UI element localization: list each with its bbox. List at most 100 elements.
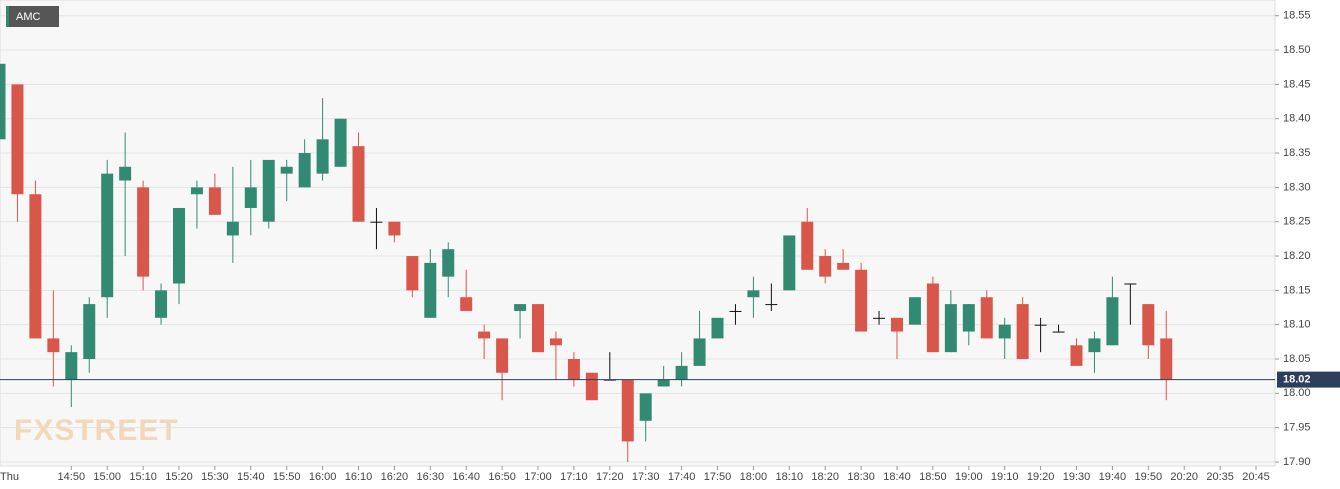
x-tick-label: 18:00 — [740, 471, 768, 483]
y-tick-label: 18.40 — [1283, 113, 1311, 125]
y-tick-label: 18.50 — [1283, 44, 1311, 56]
candle-body — [693, 338, 706, 366]
y-tick-label: 18.10 — [1283, 319, 1311, 331]
candle-body — [280, 166, 293, 174]
candle-body — [155, 290, 168, 318]
candle-body — [352, 146, 365, 222]
candle-body — [442, 249, 455, 277]
candle-body — [639, 393, 652, 421]
candle-body — [101, 173, 114, 298]
candle-body — [819, 256, 832, 277]
candle-body — [908, 297, 921, 325]
candle-body — [711, 317, 724, 339]
candle-body — [119, 166, 132, 181]
x-tick-label: 20:20 — [1170, 471, 1198, 483]
x-tick-label: 16:50 — [488, 471, 516, 483]
x-tick-label: 15:20 — [165, 471, 193, 483]
candle-body — [47, 338, 60, 353]
y-tick-label: 18.45 — [1283, 78, 1311, 90]
x-tick-label: 17:40 — [668, 471, 696, 483]
y-tick-label: 18.55 — [1283, 10, 1311, 22]
y-tick-label: 18.05 — [1283, 353, 1311, 365]
candle-body — [1088, 338, 1101, 353]
candle-body — [334, 118, 347, 167]
candle-body — [585, 372, 598, 401]
candle-body — [873, 317, 886, 319]
candle-body — [567, 359, 580, 380]
candle-body — [675, 365, 688, 380]
legend-swatch — [6, 6, 9, 27]
candle-body — [532, 304, 544, 353]
candle-body — [29, 194, 42, 339]
candle-body — [657, 379, 670, 387]
y-tick-label: 17.95 — [1283, 422, 1311, 434]
y-tick-label: 18.25 — [1283, 216, 1311, 228]
candle-body — [65, 352, 78, 380]
candle-body — [316, 139, 329, 174]
x-tick-label: 17:10 — [560, 471, 588, 483]
candle-body — [226, 221, 239, 236]
x-tick-label: 16:10 — [345, 471, 373, 483]
candle-body — [621, 379, 634, 442]
candle-body — [783, 235, 796, 291]
candle-body — [514, 304, 527, 311]
x-tick-label: 17:50 — [704, 471, 732, 483]
candle-body — [855, 269, 868, 332]
candle-body — [944, 304, 957, 353]
candle-body — [388, 221, 401, 236]
candle-body — [190, 187, 203, 195]
x-tick-label: 17:20 — [596, 471, 624, 483]
x-tick-label: 19:30 — [1063, 471, 1091, 483]
candle-body — [11, 84, 24, 195]
x-tick-label: 19:40 — [1099, 471, 1127, 483]
candle-body — [406, 256, 419, 291]
candle-body — [173, 207, 185, 284]
candle-body — [729, 310, 742, 312]
candle-body — [1016, 304, 1029, 360]
x-tick-label: 20:35 — [1206, 471, 1234, 483]
candle-body — [262, 159, 275, 222]
x-tick-label: 15:10 — [129, 471, 157, 483]
x-tick-label: 18:20 — [811, 471, 839, 483]
candle-body — [1124, 283, 1137, 285]
watermark: FXSTREET — [14, 414, 179, 447]
candle-body — [549, 338, 562, 346]
candle-body — [460, 297, 473, 311]
candle-body — [891, 317, 903, 332]
x-tick-label: Thu — [0, 471, 19, 483]
y-tick-label: 18.00 — [1283, 387, 1311, 399]
candle-body — [424, 262, 437, 318]
x-tick-label: 18:30 — [847, 471, 875, 483]
candle-body — [478, 331, 491, 339]
candle-body — [298, 153, 311, 188]
candle-body — [1160, 338, 1173, 380]
candle-body — [0, 63, 6, 140]
legend-box — [6, 6, 59, 27]
x-tick-label: 16:00 — [309, 471, 337, 483]
candle-body — [837, 262, 850, 270]
x-tick-label: 18:10 — [776, 471, 804, 483]
x-tick-label: 19:00 — [955, 471, 983, 483]
last-price-label: 18.02 — [1283, 374, 1311, 386]
plot-area — [0, 0, 1276, 467]
x-tick-label: 19:20 — [1027, 471, 1055, 483]
y-tick-label: 18.20 — [1283, 250, 1311, 262]
candle-body — [1034, 324, 1047, 326]
candle-body — [137, 187, 150, 277]
x-tick-label: 19:10 — [991, 471, 1019, 483]
candle-body — [83, 304, 96, 360]
x-tick-label: 19:50 — [1135, 471, 1163, 483]
candle-body — [962, 304, 975, 332]
candle-body — [998, 324, 1011, 339]
x-tick-label: 17:00 — [524, 471, 552, 483]
candle-body — [1106, 297, 1119, 346]
candle-body — [980, 297, 993, 339]
y-tick-label: 18.30 — [1283, 181, 1311, 193]
y-tick-label: 18.15 — [1283, 284, 1311, 296]
x-tick-label: 14:50 — [58, 471, 86, 483]
x-tick-label: 18:40 — [883, 471, 911, 483]
candle-body — [496, 338, 509, 373]
x-tick-label: 15:40 — [237, 471, 265, 483]
candle-body — [926, 283, 939, 353]
